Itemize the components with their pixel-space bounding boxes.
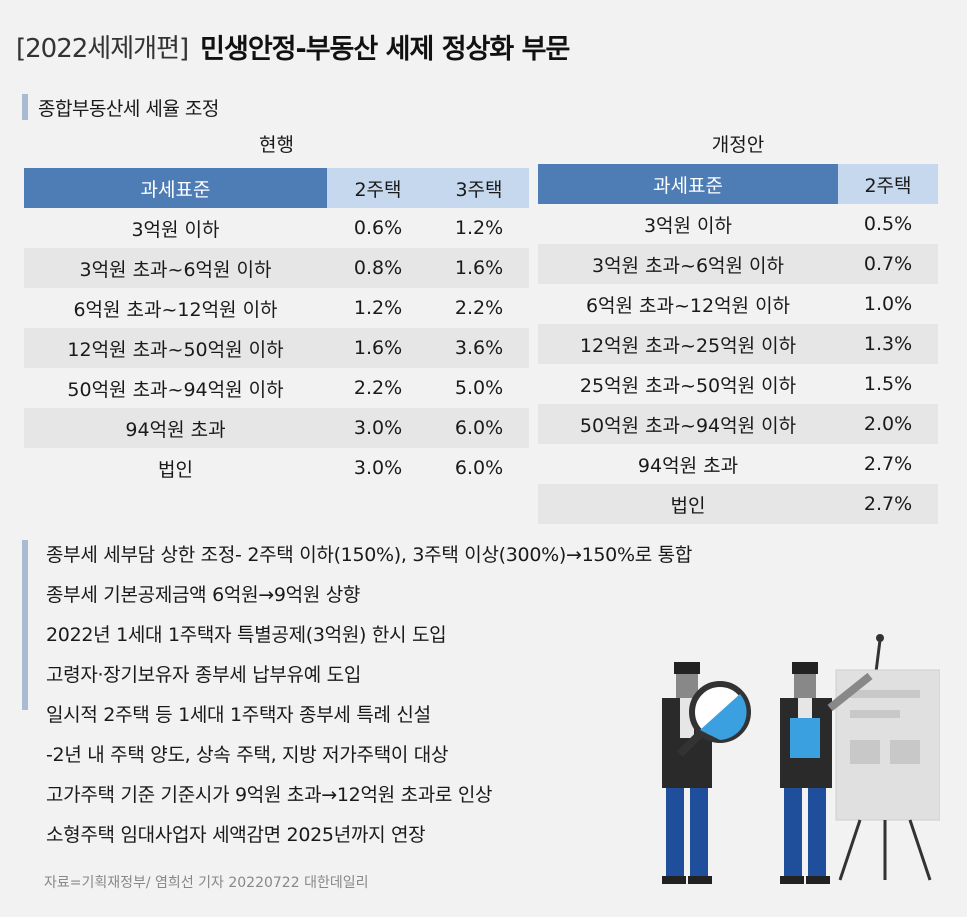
note-item: 일시적 2주택 등 1세대 1주택자 종부세 특례 신설 xyxy=(46,704,431,726)
current-rate-table: 과세표준 2주택 3주택 3억원 이하 0.6% 1.2% 3억원 초과~6억원… xyxy=(24,168,529,488)
table-cell: 1.2% xyxy=(429,208,529,248)
note-item: 소형주택 임대사업자 세액감면 2025년까지 연장 xyxy=(46,824,426,846)
presentation-board-icon xyxy=(835,634,940,881)
table-header-row: 과세표준 2주택 xyxy=(538,164,938,204)
note-item: 종부세 세부담 상한 조정- 2주택 이하(150%), 3주택 이상(300%… xyxy=(46,544,692,566)
table-cell: 0.6% xyxy=(327,208,429,248)
table-cell: 법인 xyxy=(538,484,838,524)
page-title: 민생안정-부동산 세제 정상화 부문 xyxy=(200,33,570,65)
table-cell: 3억원 초과~6억원 이하 xyxy=(24,248,327,288)
note-item: -2년 내 주택 양도, 상속 주택, 지방 저가주택이 대상 xyxy=(46,744,449,766)
table-cell: 1.5% xyxy=(838,364,938,404)
section-label: 종합부동산세 세율 조정 xyxy=(38,97,219,120)
table-row: 94억원 초과 3.0% 6.0% xyxy=(24,408,529,448)
illustration-people xyxy=(662,634,940,884)
table-cell: 3.0% xyxy=(327,448,429,488)
table-row: 3억원 초과~6억원 이하 0.8% 1.6% xyxy=(24,248,529,288)
table-row: 12억원 초과~25억원 이하 1.3% xyxy=(538,324,938,364)
table-cell: 1.0% xyxy=(838,284,938,324)
section-accent-bar xyxy=(22,94,28,120)
column-header: 과세표준 xyxy=(538,164,838,204)
source-credit: 자료=기획재정부/ 염희선 기자 20220722 대한데일리 xyxy=(44,875,369,891)
table-cell: 2.0% xyxy=(838,404,938,444)
note-item: 고가주택 기준 기준시가 9억원 초과→12억원 초과로 인상 xyxy=(46,784,493,806)
table-header-row: 과세표준 2주택 3주택 xyxy=(24,168,529,208)
table-cell: 50억원 초과~94억원 이하 xyxy=(538,404,838,444)
table-cell: 2.2% xyxy=(429,288,529,328)
table-cell: 6.0% xyxy=(429,408,529,448)
table-cell: 50억원 초과~94억원 이하 xyxy=(24,368,327,408)
table-cell: 0.8% xyxy=(327,248,429,288)
table-row: 6억원 초과~12억원 이하 1.2% 2.2% xyxy=(24,288,529,328)
notes-accent-bar xyxy=(22,540,28,710)
title-row: [2022세제개편] 민생안정-부동산 세제 정상화 부문 xyxy=(16,24,570,68)
table-cell: 12억원 초과~50억원 이하 xyxy=(24,328,327,368)
note-item: 2022년 1세대 1주택자 특별공제(3억원) 한시 도입 xyxy=(46,624,447,646)
table-cell: 94억원 초과 xyxy=(538,444,838,484)
table-row: 3억원 초과~6억원 이하 0.7% xyxy=(538,244,938,284)
table-cell: 6억원 초과~12억원 이하 xyxy=(538,284,838,324)
table-cell: 3.0% xyxy=(327,408,429,448)
title-tag: [2022세제개편] xyxy=(16,33,189,64)
table-cell: 1.3% xyxy=(838,324,938,364)
table-cell: 2.7% xyxy=(838,484,938,524)
section-heading: 종합부동산세 세율 조정 xyxy=(22,92,219,122)
column-header: 과세표준 xyxy=(24,168,327,208)
table-cell: 25억원 초과~50억원 이하 xyxy=(538,364,838,404)
table-cell: 94억원 초과 xyxy=(24,408,327,448)
table-cell: 2.7% xyxy=(838,444,938,484)
proposed-table-caption: 개정안 xyxy=(711,134,765,156)
table-cell: 3억원 이하 xyxy=(538,204,838,244)
table-row: 3억원 이하 0.5% xyxy=(538,204,938,244)
person-document-icon xyxy=(780,662,873,884)
note-item: 종부세 기본공제금액 6억원→9억원 상향 xyxy=(46,584,361,606)
column-header: 2주택 xyxy=(838,164,938,204)
table-row: 법인 2.7% xyxy=(538,484,938,524)
table-row: 50억원 초과~94억원 이하 2.2% 5.0% xyxy=(24,368,529,408)
column-header: 2주택 xyxy=(327,168,429,208)
table-cell: 5.0% xyxy=(429,368,529,408)
table-cell: 법인 xyxy=(24,448,327,488)
table-cell: 6.0% xyxy=(429,448,529,488)
table-row: 25억원 초과~50억원 이하 1.5% xyxy=(538,364,938,404)
table-cell: 3.6% xyxy=(429,328,529,368)
table-cell: 3억원 초과~6억원 이하 xyxy=(538,244,838,284)
current-table-caption: 현행 xyxy=(259,134,294,156)
table-cell: 2.2% xyxy=(327,368,429,408)
table-cell: 0.7% xyxy=(838,244,938,284)
table-cell: 3억원 이하 xyxy=(24,208,327,248)
table-cell: 1.6% xyxy=(327,328,429,368)
table-row: 6억원 초과~12억원 이하 1.0% xyxy=(538,284,938,324)
column-header: 3주택 xyxy=(429,168,529,208)
table-row: 법인 3.0% 6.0% xyxy=(24,448,529,488)
table-cell: 1.6% xyxy=(429,248,529,288)
note-item: 고령자·장기보유자 종부세 납부유예 도입 xyxy=(46,664,362,686)
table-row: 94억원 초과 2.7% xyxy=(538,444,938,484)
table-cell: 1.2% xyxy=(327,288,429,328)
table-row: 50억원 초과~94억원 이하 2.0% xyxy=(538,404,938,444)
table-row: 3억원 이하 0.6% 1.2% xyxy=(24,208,529,248)
table-cell: 0.5% xyxy=(838,204,938,244)
person-magnifier-icon xyxy=(662,662,751,884)
proposed-rate-table: 과세표준 2주택 3억원 이하 0.5% 3억원 초과~6억원 이하 0.7% … xyxy=(538,164,938,524)
table-cell: 6억원 초과~12억원 이하 xyxy=(24,288,327,328)
table-row: 12억원 초과~50억원 이하 1.6% 3.6% xyxy=(24,328,529,368)
table-cell: 12억원 초과~25억원 이하 xyxy=(538,324,838,364)
